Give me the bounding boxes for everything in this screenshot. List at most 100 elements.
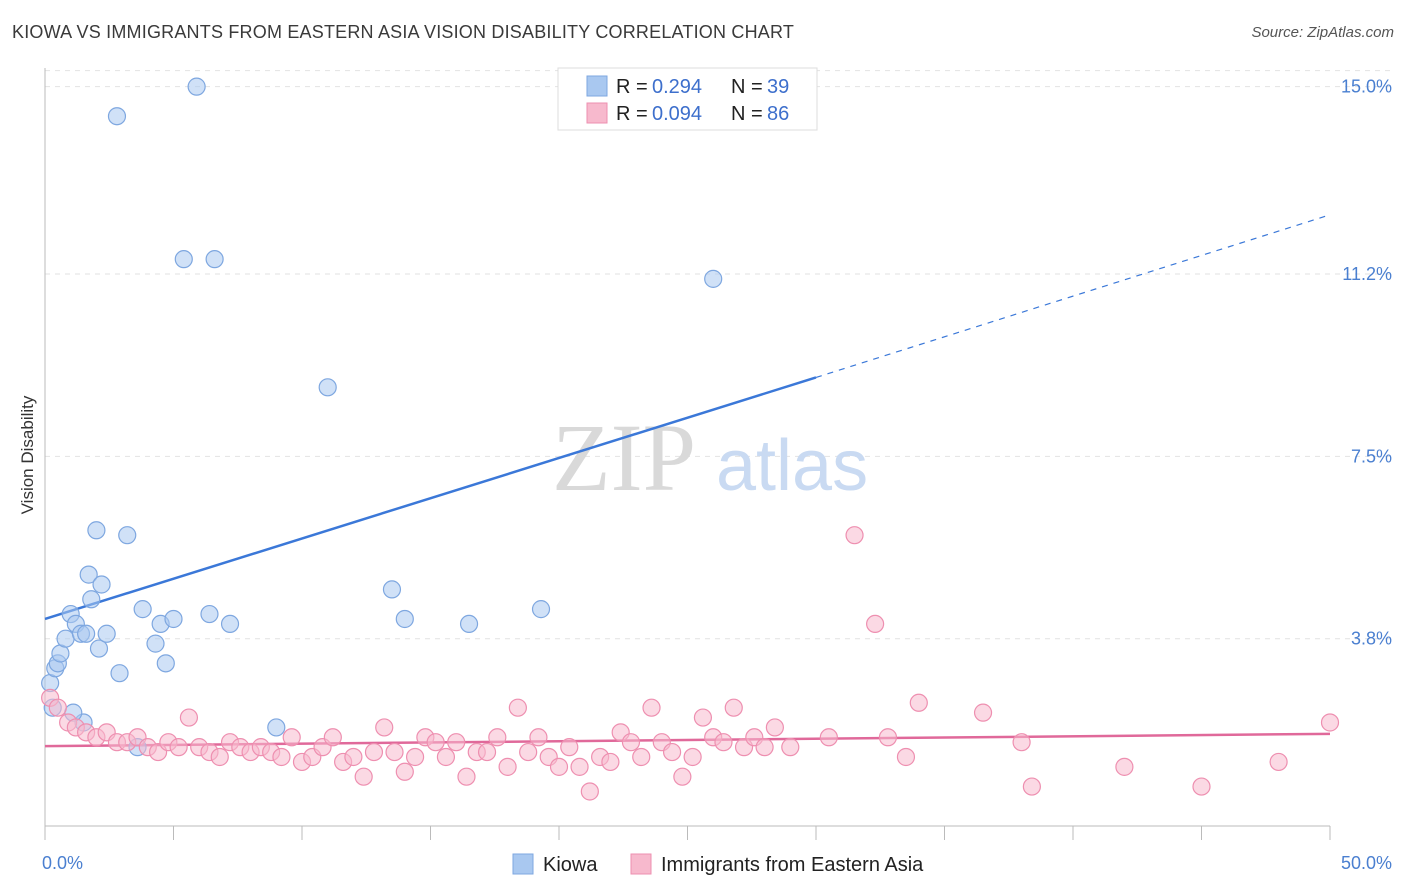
- data-points: [41, 77, 1340, 801]
- point-s1-77: [896, 747, 916, 767]
- point-s0-17: [110, 664, 129, 683]
- y-tick-label-2: 11.2%: [1342, 264, 1392, 284]
- point-s1-55: [601, 752, 620, 772]
- point-s1-74: [845, 526, 864, 545]
- point-s0-15: [97, 624, 116, 643]
- point-s1-66: [714, 733, 733, 752]
- point-s1-46: [508, 698, 527, 717]
- point-s1-73: [819, 728, 838, 747]
- point-s1-35: [395, 762, 414, 781]
- point-s1-48: [529, 728, 548, 747]
- point-s1-45: [498, 757, 517, 776]
- point-s1-70: [755, 738, 774, 757]
- legend-stats: R = 0.294 N = 39 R = 0.094 N = 86: [557, 67, 818, 131]
- point-s1-52: [570, 757, 589, 776]
- legend-r-value-1: 0.094: [652, 103, 702, 125]
- point-s1-36: [405, 747, 425, 767]
- point-s1-33: [375, 718, 394, 737]
- point-s1-17: [210, 747, 229, 767]
- point-s1-80: [1012, 733, 1031, 752]
- legend-series-swatch-1: [630, 853, 652, 875]
- point-s1-34: [385, 742, 404, 762]
- point-s1-1: [48, 698, 67, 717]
- point-s0-9: [77, 624, 96, 643]
- trend-line-s0: [44, 376, 817, 621]
- y-tick-label-3: 15.0%: [1341, 77, 1392, 97]
- point-s1-71: [765, 718, 784, 737]
- point-s0-21: [146, 634, 165, 653]
- trend-dashed-s0: [815, 214, 1331, 379]
- point-s0-28: [205, 250, 224, 269]
- legend-stats-swatch-1: [586, 102, 608, 124]
- point-s1-75: [866, 614, 885, 634]
- point-s1-58: [632, 747, 651, 767]
- chart-title: KIOWA VS IMMIGRANTS FROM EASTERN ASIA VI…: [12, 22, 795, 42]
- legend-r-label-0: R =: [616, 76, 648, 98]
- watermark-atlas: atlas: [716, 426, 868, 506]
- point-s1-79: [973, 703, 993, 722]
- legend-n-label-0: N =: [731, 76, 763, 98]
- point-s0-4: [56, 629, 75, 648]
- point-s0-16: [107, 107, 127, 126]
- point-s1-53: [580, 782, 599, 801]
- point-s0-14: [92, 575, 111, 594]
- point-s1-41: [457, 767, 476, 786]
- point-s1-24: [282, 728, 301, 747]
- point-s1-85: [1320, 713, 1340, 732]
- point-s0-29: [220, 614, 240, 634]
- legend-n-value-0: 39: [767, 76, 789, 98]
- legend-series-label-1: Immigrants from Eastern Asia: [661, 854, 924, 876]
- point-s0-34: [459, 614, 479, 634]
- point-s1-64: [693, 708, 713, 727]
- point-s0-10: [79, 565, 98, 584]
- point-s0-27: [200, 604, 219, 624]
- y-tick-label-0: 3.8%: [1351, 629, 1392, 649]
- point-s1-30: [344, 747, 363, 767]
- point-s1-83: [1192, 777, 1211, 796]
- point-s0-33: [395, 609, 414, 629]
- point-s1-67: [724, 698, 743, 717]
- point-s1-57: [621, 733, 641, 752]
- point-s0-18: [118, 526, 137, 545]
- legend-r-label-1: R =: [616, 103, 648, 125]
- point-s0-30: [267, 718, 286, 737]
- legend-stats-swatch-0: [586, 75, 608, 97]
- point-s0-32: [382, 580, 402, 599]
- legend-r-value-0: 0.294: [652, 76, 702, 98]
- x-tick-label-0: 0.0%: [42, 853, 83, 873]
- point-s0-35: [531, 600, 551, 619]
- point-s1-76: [878, 728, 898, 747]
- point-s1-31: [354, 767, 373, 786]
- point-s1-39: [436, 747, 456, 767]
- legend-n-value-1: 86: [767, 103, 789, 125]
- tick-labels: 3.8% 7.5% 11.2% 15.0% 0.0% 50.0%: [42, 77, 1392, 873]
- point-s1-72: [781, 738, 800, 757]
- point-s1-28: [323, 728, 342, 747]
- y-tick-label-1: 7.5%: [1351, 446, 1392, 466]
- point-s0-11: [82, 590, 101, 609]
- legend-series: Kiowa Immigrants from Eastern Asia: [512, 853, 924, 876]
- point-s1-62: [673, 767, 692, 786]
- point-s0-20: [133, 600, 152, 619]
- point-s1-50: [549, 757, 569, 776]
- source-label: Source: ZipAtlas.com: [1251, 24, 1394, 41]
- point-s1-23: [272, 747, 291, 767]
- point-s1-59: [642, 698, 661, 717]
- point-s0-31: [318, 378, 337, 397]
- point-s1-40: [447, 733, 466, 752]
- legend-series-swatch-0: [512, 853, 534, 875]
- point-s1-82: [1115, 757, 1134, 776]
- point-s1-44: [488, 728, 507, 747]
- point-s0-24: [164, 609, 183, 629]
- legend-series-label-0: Kiowa: [543, 854, 598, 876]
- grid-lines: [45, 70, 1392, 640]
- point-s0-23: [156, 654, 175, 673]
- watermark: ZIP atlas: [552, 404, 868, 511]
- point-s1-38: [426, 733, 445, 752]
- x-tick-label-1: 50.0%: [1341, 853, 1392, 873]
- point-s0-25: [174, 250, 193, 269]
- point-s1-63: [683, 747, 702, 767]
- point-s1-43: [477, 742, 497, 762]
- point-s0-36: [704, 269, 723, 288]
